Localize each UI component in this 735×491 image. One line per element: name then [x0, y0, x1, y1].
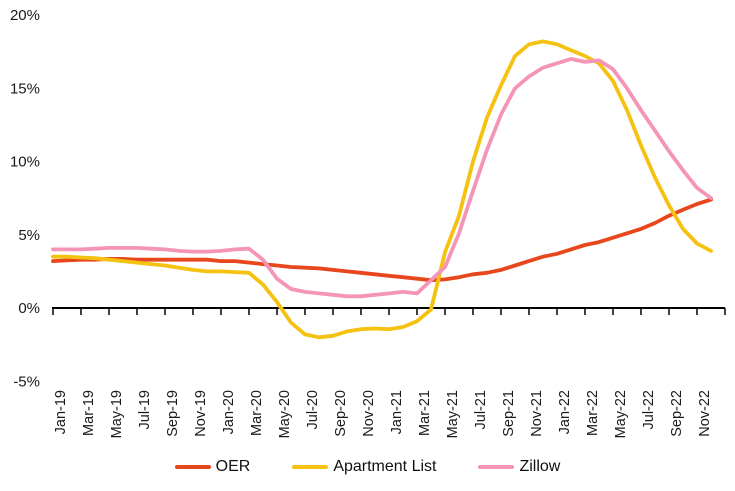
x-tick-label: Sep-21: [501, 390, 517, 437]
y-tick-label: -5%: [13, 373, 40, 390]
x-tick-label: Jan-20: [221, 390, 237, 434]
x-tick-label: Jan-22: [557, 390, 573, 434]
x-tick-label: May-22: [613, 390, 629, 438]
legend-item-oer: OER: [174, 458, 251, 476]
x-tick-label: Nov-21: [529, 390, 545, 437]
legend-item-apartment-list: Apartment List: [292, 458, 436, 476]
x-tick-label: May-21: [445, 390, 461, 438]
legend-label: OER: [215, 458, 251, 475]
y-tick-label: 0%: [18, 300, 40, 317]
y-tick-label: 20%: [10, 7, 40, 24]
x-tick-label: Mar-20: [249, 390, 265, 436]
legend-line-swatch: [292, 465, 329, 469]
x-tick-label: Jan-21: [389, 390, 405, 434]
y-tick-label: 10%: [10, 154, 40, 171]
x-tick-label: Mar-19: [81, 390, 97, 436]
series-line-oer: [51, 197, 713, 283]
x-tick-label: Mar-22: [585, 390, 601, 436]
x-tick-label: Jul-19: [137, 390, 153, 430]
x-tick-label: Sep-19: [165, 390, 181, 437]
x-tick-label: Sep-20: [333, 390, 349, 437]
x-tick-label: Jan-19: [53, 390, 69, 434]
x-tick-label: May-19: [109, 390, 125, 438]
legend-line-swatch: [478, 465, 515, 469]
x-tick-label: Nov-22: [697, 390, 713, 437]
legend-item-zillow: Zillow: [478, 458, 560, 476]
x-tick-label: May-20: [277, 390, 293, 438]
x-tick-label: Jul-20: [305, 390, 321, 430]
x-tick-label: Sep-22: [669, 390, 685, 437]
x-tick-label: Jul-22: [641, 390, 657, 430]
x-tick-label: Jul-21: [473, 390, 489, 430]
x-tick-label: Nov-19: [193, 390, 209, 437]
legend-label: Apartment List: [333, 458, 437, 475]
series-line-apartment-list: [51, 39, 713, 340]
chart-legend: OER Apartment List Zillow: [0, 458, 735, 476]
x-tick-label: Nov-20: [361, 390, 377, 437]
y-tick-label: 15%: [10, 80, 40, 97]
legend-label: Zillow: [519, 458, 561, 475]
chart-plot-area: -5% 0% 5% 10% 15% 20% Jan-19 Mar-19 May-19 Jul-19…: [10, 7, 726, 438]
x-tick-label: Mar-21: [417, 390, 433, 436]
y-tick-label: 5%: [18, 227, 40, 244]
series-line-zillow: [51, 57, 713, 299]
legend-line-swatch: [174, 465, 211, 469]
